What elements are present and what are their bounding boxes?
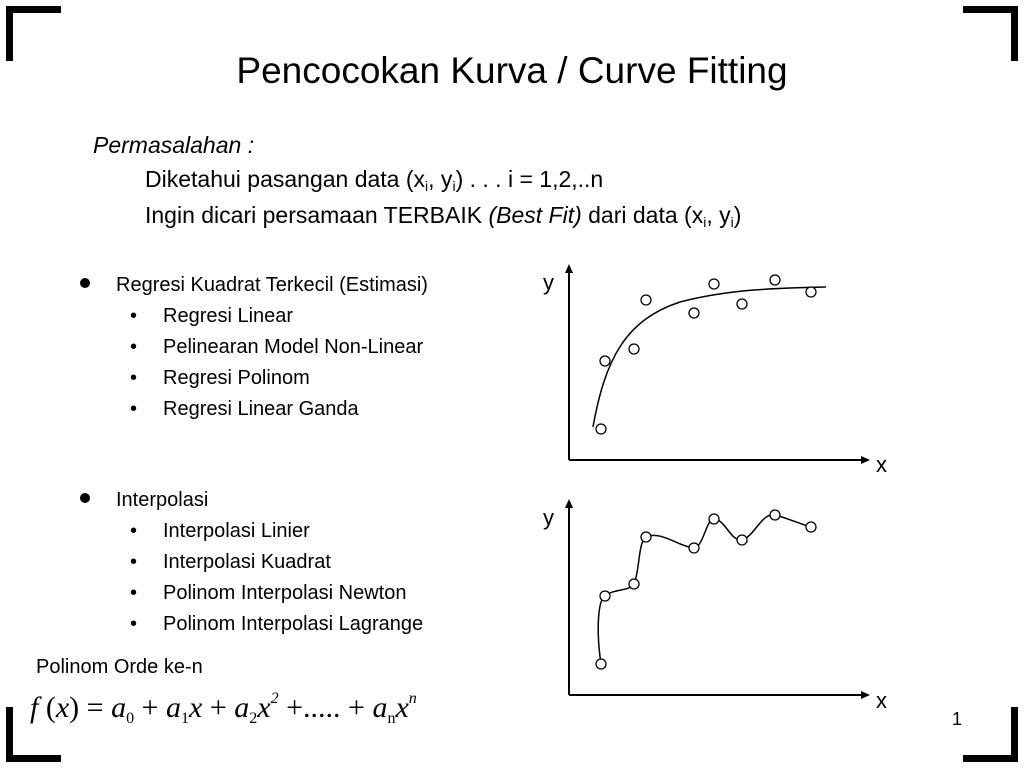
data-point bbox=[708, 513, 720, 525]
problem-line-2: Ingin dicari persamaan TERBAIK (Best Fit… bbox=[145, 202, 742, 230]
list-item: • Polinom Interpolasi Newton bbox=[130, 582, 407, 604]
data-point bbox=[736, 298, 748, 310]
slide-title: Pencocokan Kurva / Curve Fitting bbox=[236, 50, 788, 91]
data-point bbox=[805, 286, 817, 298]
page-number: 1 bbox=[952, 709, 963, 729]
data-point bbox=[640, 531, 652, 543]
data-point bbox=[599, 590, 611, 602]
interpolation-diagram: y x bbox=[543, 499, 887, 713]
data-point bbox=[736, 534, 748, 546]
data-point bbox=[628, 578, 640, 590]
data-point bbox=[599, 355, 611, 367]
data-point bbox=[595, 658, 607, 670]
y-axis-label: y bbox=[543, 505, 554, 530]
data-point bbox=[708, 278, 720, 290]
regression-diagram: y x bbox=[543, 264, 887, 477]
data-point bbox=[628, 343, 640, 355]
y-axis-label: y bbox=[543, 270, 554, 295]
problem-line-1: Diketahui pasangan data (xi, yi) . . . i… bbox=[145, 166, 604, 194]
interpolation-curve bbox=[597, 514, 812, 665]
problem-heading: Permasalahan : bbox=[93, 132, 255, 158]
polinom-label: Polinom Orde ke-n bbox=[36, 656, 203, 678]
data-point bbox=[769, 509, 781, 521]
list-item: • Interpolasi Kuadrat bbox=[130, 551, 331, 573]
data-point bbox=[595, 423, 607, 435]
list-item: • Polinom Interpolasi Lagrange bbox=[130, 613, 424, 635]
frame-corner-bottom-right bbox=[963, 707, 1018, 762]
section-regresi: Regresi Kuadrat Terkecil (Estimasi) bbox=[80, 274, 428, 297]
x-axis-label: x bbox=[876, 688, 887, 713]
data-point bbox=[688, 307, 700, 319]
fit-curve bbox=[592, 286, 827, 428]
list-item: • Regresi Polinom bbox=[130, 367, 310, 389]
list-item: • Regresi Linear bbox=[130, 305, 294, 327]
frame-corner-bottom-left bbox=[6, 707, 61, 762]
data-point bbox=[640, 294, 652, 306]
frame-corner-top-right bbox=[963, 6, 1018, 61]
frame-corner-top-left bbox=[6, 6, 61, 61]
list-item: • Regresi Linear Ganda bbox=[130, 398, 359, 420]
data-point bbox=[688, 542, 700, 554]
list-item: • Interpolasi Linier bbox=[130, 520, 310, 542]
data-point bbox=[805, 521, 817, 533]
x-axis-label: x bbox=[876, 452, 887, 477]
list-item: • Pelinearan Model Non-Linear bbox=[130, 336, 424, 358]
bullet-dot-icon bbox=[80, 278, 90, 288]
data-point bbox=[769, 274, 781, 286]
section-interpolasi: Interpolasi bbox=[80, 489, 208, 512]
bullet-dot-icon bbox=[80, 493, 90, 503]
polynomial-formula: f (x) = a0 + a1x + a2x2 +..... + anxn bbox=[30, 690, 417, 727]
